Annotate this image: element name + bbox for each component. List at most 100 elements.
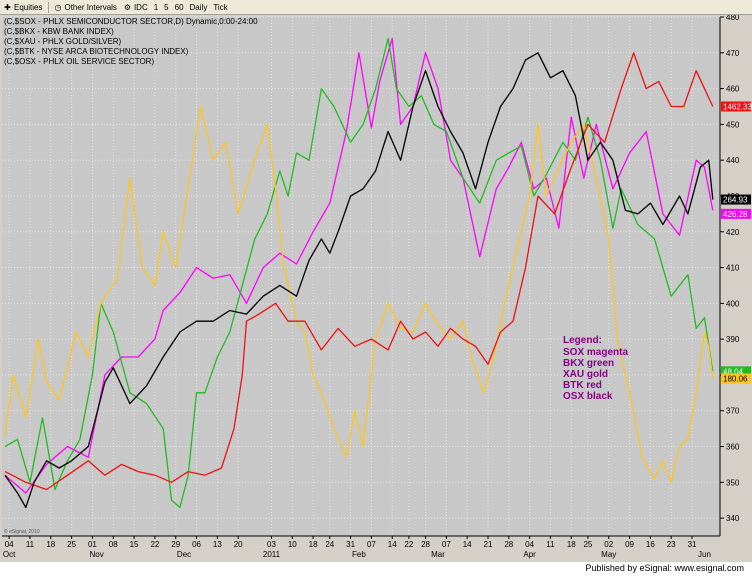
x-month-label: May	[601, 550, 616, 559]
x-tick-label: 04	[5, 540, 14, 549]
grid-lines	[2, 16, 720, 536]
x-month-label: Mar	[431, 550, 445, 559]
equities-menu[interactable]: ✚ Equities	[3, 3, 42, 12]
interval-tick-label: Tick	[213, 2, 228, 12]
plus-icon: ✚	[4, 2, 11, 12]
legend-entry: BTK red	[563, 380, 602, 391]
chart-title-line: (C,$BKX - KBW BANK INDEX)	[4, 27, 114, 36]
series-line-xau	[4, 105, 714, 483]
y-tick-label: 390	[726, 335, 740, 344]
footer-bar: Published by eSignal: www.esignal.com	[0, 562, 752, 576]
x-tick-label: 31	[346, 540, 355, 549]
x-tick-label: 29	[171, 540, 180, 549]
chart-title-line: (C,$XAU - PHLX GOLD/SILVER)	[4, 37, 122, 46]
x-tick-label: 28	[504, 540, 513, 549]
y-tick-label: 400	[726, 299, 740, 308]
publisher-note: Published by eSignal: www.esignal.com	[585, 563, 744, 573]
x-tick-label: 02	[604, 540, 613, 549]
y-tick-label: 450	[726, 120, 740, 129]
x-tick-label: 22	[150, 540, 159, 549]
last-value-tag	[721, 101, 751, 112]
y-tick-label: 360	[726, 443, 740, 452]
idc-button[interactable]: ⚙ IDC	[123, 3, 148, 12]
idc-button-label: IDC	[133, 2, 148, 12]
toolbar-divider	[48, 1, 50, 13]
plot-area	[2, 17, 720, 536]
x-tick-label: 15	[130, 540, 139, 549]
x-tick-label: 07	[442, 540, 451, 549]
series-layer	[4, 37, 714, 509]
interval-5-label: 5	[164, 2, 169, 12]
series-line-bkx	[4, 37, 714, 509]
x-tick-label: 24	[325, 540, 334, 549]
settings-icon: ⚙	[123, 2, 132, 12]
x-tick-label: 22	[404, 540, 413, 549]
x-tick-label: 11	[26, 540, 35, 549]
y-tick-label: 340	[726, 514, 740, 523]
interval-5-button[interactable]: 5	[164, 3, 168, 12]
x-tick-label: 10	[288, 540, 297, 549]
interval-1-button[interactable]: 1	[154, 3, 158, 12]
last-value-label: 426.28	[723, 210, 748, 219]
series-line-osx	[4, 52, 714, 509]
y-tick-label: 460	[726, 85, 740, 94]
interval-60-button[interactable]: 60	[175, 3, 184, 12]
last-value-label: 180.06	[723, 375, 748, 384]
last-value-tag	[721, 366, 751, 377]
x-tick-label: 14	[463, 540, 472, 549]
x-tick-label: 13	[213, 540, 222, 549]
last-value-tag	[721, 208, 751, 219]
x-month-label: Apr	[523, 550, 536, 559]
x-tick-label: 04	[525, 540, 534, 549]
last-value-tag	[721, 194, 751, 205]
clock-icon: ◷	[54, 2, 62, 12]
chart-toolbar: ✚ Equities ◷ Other Intervals ⚙ IDC 1 5 6…	[0, 0, 752, 15]
x-tick-label: 11	[546, 540, 555, 549]
legend-entry: SOX magenta	[563, 347, 628, 358]
interval-daily-label: Daily	[189, 2, 208, 12]
x-tick-label: 31	[688, 540, 697, 549]
y-tick-label: 350	[726, 478, 740, 487]
series-line-btk	[4, 52, 714, 491]
x-tick-label: 25	[583, 540, 592, 549]
x-tick-label: 20	[234, 540, 243, 549]
x-tick-label: 18	[567, 540, 576, 549]
legend-title: Legend:	[563, 335, 602, 346]
x-tick-label: 01	[88, 540, 97, 549]
y-tick-label: 470	[726, 49, 740, 58]
x-month-label: Nov	[89, 550, 103, 559]
x-tick-label: 28	[421, 540, 430, 549]
legend-entry: XAU gold	[563, 369, 608, 380]
intervals-menu[interactable]: ◷ Other Intervals	[53, 3, 116, 12]
interval-daily-button[interactable]: Daily	[190, 3, 208, 12]
x-axis: 04 11 18 25 01 08 15 22 29 06 13 20 03 10 18 24 31 07 14 22…	[2, 535, 720, 559]
equities-menu-label: Equities	[14, 2, 43, 12]
y-tick-label: 410	[726, 264, 740, 273]
chart-title-line: (C,$OSX - PHLX OIL SERVICE SECTOR)	[4, 57, 154, 66]
legend-entry: OSX black	[563, 391, 613, 402]
last-value-tag	[721, 373, 751, 384]
x-tick-label: 21	[484, 540, 493, 549]
y-tick-label: 480	[726, 15, 740, 22]
last-value-label: 264.93	[723, 196, 748, 205]
x-month-label: Jun	[698, 550, 711, 559]
x-month-label: 2011	[263, 550, 281, 559]
y-tick-label: 420	[726, 228, 740, 237]
x-tick-label: 23	[667, 540, 676, 549]
intervals-menu-label: Other Intervals	[64, 2, 117, 12]
y-tick-label: 370	[726, 407, 740, 416]
y-tick-label: 440	[726, 156, 740, 165]
chart-title-line: (C,$SOX - PHLX SEMICONDUCTOR SECTOR,D) D…	[4, 17, 258, 26]
x-tick-label: 18	[46, 540, 55, 549]
price-chart[interactable]: (C,$SOX - PHLX SEMICONDUCTOR SECTOR,D) D…	[0, 15, 752, 562]
x-month-label: Feb	[352, 550, 366, 559]
x-tick-label: 08	[109, 540, 118, 549]
interval-tick-button[interactable]: Tick	[213, 3, 227, 12]
x-month-label: Oct	[3, 550, 16, 559]
last-value-label: 1462.33	[723, 102, 752, 111]
x-tick-label: 18	[309, 540, 318, 549]
last-value-label: 48.04	[723, 367, 744, 376]
interval-1-label: 1	[153, 2, 159, 12]
